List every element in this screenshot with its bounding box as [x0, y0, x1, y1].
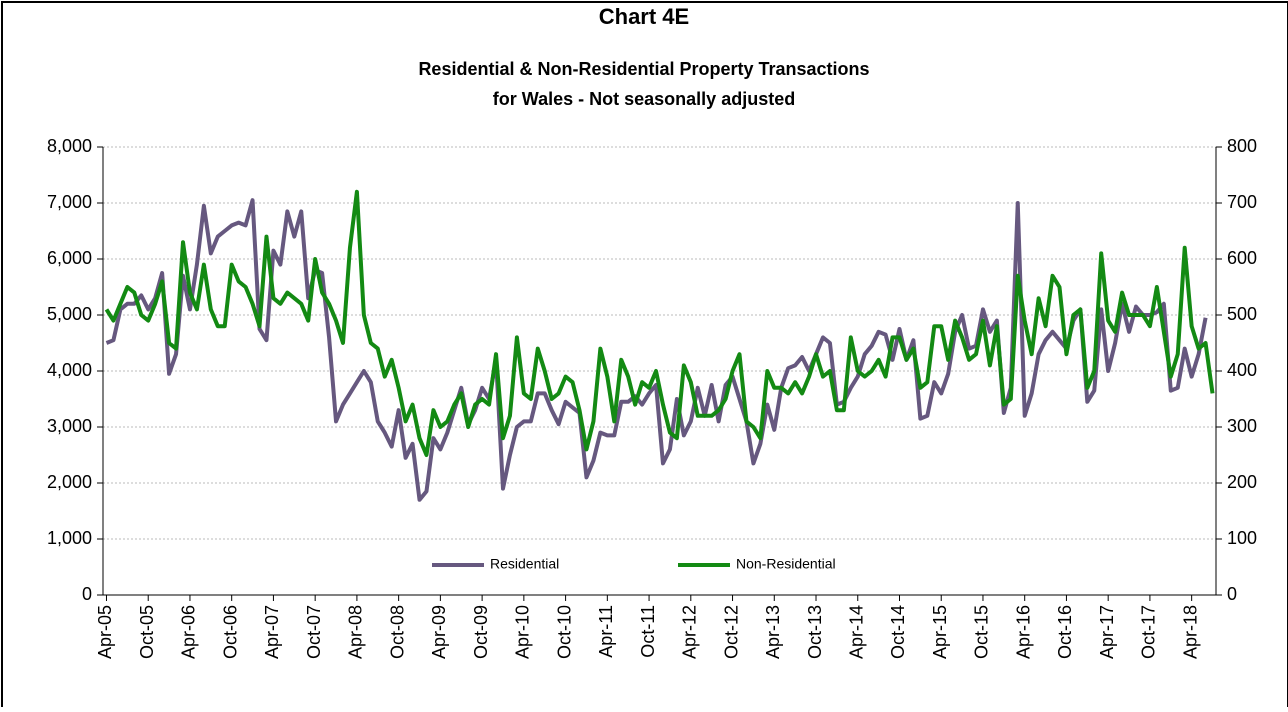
chart-title: Chart 4E: [599, 4, 689, 29]
y-tick-label: 3,000: [47, 416, 92, 436]
x-tick-label: Oct-07: [304, 605, 324, 659]
x-tick-label: Oct-08: [387, 605, 407, 659]
x-tick-label: Oct-14: [888, 605, 908, 659]
x-tick-label: Apr-09: [429, 605, 449, 659]
y-tick-label: 6,000: [47, 248, 92, 268]
y-tick-label: 7,000: [47, 192, 92, 212]
y2-tick-label: 600: [1227, 248, 1257, 268]
legend-label: Non-Residential: [736, 556, 836, 572]
y2-tick-label: 100: [1227, 528, 1257, 548]
data-line: [105, 198, 1208, 502]
x-tick-label: Apr-14: [847, 605, 867, 659]
x-tick-label: Apr-07: [262, 605, 282, 659]
y2-tick-label: 800: [1227, 136, 1257, 156]
y2-tick-label: 700: [1227, 192, 1257, 212]
y-tick-label: 0: [82, 584, 92, 604]
x-tick-label: Oct-12: [721, 605, 741, 659]
y2-tick-label: 500: [1227, 304, 1257, 324]
x-tick-label: Apr-06: [179, 605, 199, 659]
x-tick-label: Apr-13: [763, 605, 783, 659]
x-tick-label: Oct-15: [972, 605, 992, 659]
data-line: [104, 189, 1215, 457]
x-tick-label: Oct-16: [1055, 605, 1075, 659]
x-tick-label: Oct-06: [220, 605, 240, 659]
y2-tick-label: 300: [1227, 416, 1257, 436]
x-tick-label: Apr-10: [513, 605, 533, 659]
y2-tick-label: 400: [1227, 360, 1257, 380]
chart-subtitle: Residential & Non-Residential Property T…: [418, 59, 869, 79]
y-tick-label: 2,000: [47, 472, 92, 492]
x-tick-label: Apr-17: [1097, 605, 1117, 659]
x-tick-label: Oct-05: [137, 605, 157, 659]
x-tick-label: Oct-13: [805, 605, 825, 659]
x-tick-label: Apr-11: [596, 605, 616, 658]
chart-subtitle: for Wales - Not seasonally adjusted: [493, 89, 795, 109]
x-tick-label: Oct-11: [638, 605, 658, 658]
x-tick-label: Apr-08: [346, 605, 366, 659]
y-tick-label: 5,000: [47, 304, 92, 324]
y-tick-label: 4,000: [47, 360, 92, 380]
y2-tick-label: 200: [1227, 472, 1257, 492]
y2-tick-label: 0: [1227, 584, 1237, 604]
x-tick-label: Apr-05: [95, 605, 115, 659]
x-tick-label: Apr-12: [680, 605, 700, 659]
x-tick-label: Oct-10: [554, 605, 574, 659]
x-tick-label: Apr-18: [1180, 605, 1200, 659]
x-tick-label: Apr-16: [1013, 605, 1033, 659]
y-tick-label: 1,000: [47, 528, 92, 548]
x-tick-label: Apr-15: [930, 605, 950, 659]
x-tick-label: Oct-17: [1139, 605, 1159, 659]
x-tick-label: Oct-09: [471, 605, 491, 659]
legend-label: Residential: [490, 556, 559, 572]
y-tick-label: 8,000: [47, 136, 92, 156]
